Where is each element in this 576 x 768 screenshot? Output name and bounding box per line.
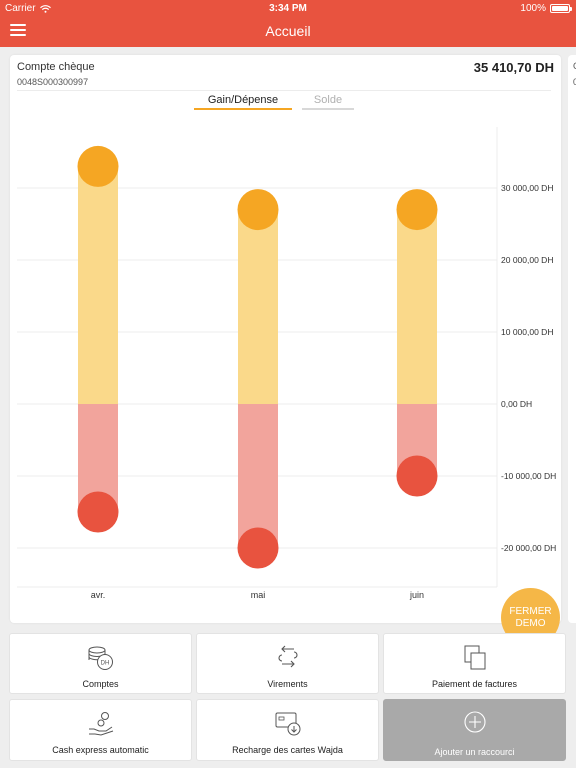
next-account-card-peek[interactable]: C 0 (568, 55, 576, 623)
account-balance: 35 410,70 DH (473, 60, 554, 75)
tab-solde[interactable]: Solde (302, 94, 354, 110)
shortcut-virements[interactable]: Virements (196, 633, 379, 694)
battery-percent: 100% (520, 3, 546, 14)
battery-icon (550, 4, 572, 13)
shortcut-cash-express[interactable]: Cash express automatic (9, 699, 192, 761)
add-shortcut-label: Ajouter un raccourci (434, 747, 515, 757)
battery-group: 100% (520, 3, 572, 14)
shortcut-paiement-factures-label: Paiement de factures (431, 679, 518, 689)
nav-bar: Accueil (0, 17, 576, 47)
shortcut-recharge-wajda-label: Recharge des cartes Wajda (232, 745, 343, 755)
account-number: 0048S000300997 (17, 77, 89, 87)
copy-documents-icon (464, 645, 485, 670)
shortcut-comptes[interactable]: DH Comptes (9, 633, 192, 694)
tab-gain-depense[interactable]: Gain/Dépense (194, 94, 292, 110)
shortcut-cash-express-label: Cash express automatic (52, 745, 149, 755)
wifi-icon (39, 4, 51, 13)
carrier-group: Carrier (5, 3, 51, 14)
status-bar: Carrier 3:34 PM 100% (0, 0, 576, 17)
account-name: Compte chèque (17, 61, 95, 73)
chart-tabs: Gain/Dépense Solde (10, 94, 561, 110)
transfer-arrows-icon (278, 645, 297, 668)
tab-gain-depense-underline (194, 108, 292, 110)
tab-solde-label: Solde (313, 94, 343, 106)
hamburger-menu-icon[interactable] (10, 22, 26, 38)
card-reload-icon (275, 712, 300, 736)
shortcut-recharge-wajda[interactable]: Recharge des cartes Wajda (196, 699, 379, 761)
hand-coin-icon (88, 712, 113, 736)
account-card[interactable]: Compte chèque 0048S000300997 35 410,70 D… (10, 55, 561, 623)
next-card-peek-text-top: C (573, 61, 576, 71)
add-shortcut-button[interactable]: Ajouter un raccourci (383, 699, 566, 761)
next-card-peek-text-bottom: 0 (573, 77, 576, 87)
close-demo-line1: FERMER (509, 605, 552, 617)
tab-gain-depense-label: Gain/Dépense (207, 94, 279, 106)
coins-dh-icon: DH (88, 646, 113, 670)
close-demo-line2: DEMO (515, 617, 546, 629)
status-time: 3:34 PM (269, 3, 307, 14)
shortcut-paiement-factures[interactable]: Paiement de factures (383, 633, 566, 694)
svg-text:DH: DH (100, 661, 109, 667)
header-divider (17, 90, 551, 91)
tab-solde-underline (302, 108, 354, 110)
shortcut-virements-label: Virements (267, 679, 308, 689)
carrier-name: Carrier (5, 3, 36, 14)
shortcut-comptes-label: Comptes (82, 679, 119, 689)
plus-circle-icon (463, 711, 486, 733)
page-title: Accueil (265, 23, 311, 39)
